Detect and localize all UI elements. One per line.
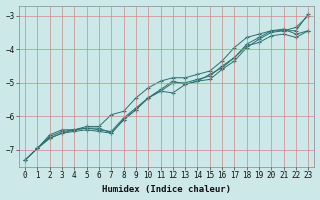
X-axis label: Humidex (Indice chaleur): Humidex (Indice chaleur) bbox=[102, 185, 231, 194]
